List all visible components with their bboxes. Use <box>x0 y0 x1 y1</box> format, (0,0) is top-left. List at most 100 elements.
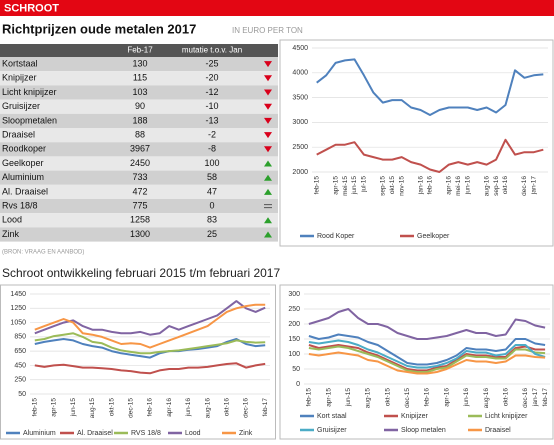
x-tick-label: feb-17 <box>262 398 269 417</box>
x-tick-label: aug-16 <box>483 176 490 197</box>
x-tick-label: sep-16 <box>493 176 500 196</box>
price: 1258 <box>130 215 150 225</box>
table-row <box>0 184 278 199</box>
y-tick-label: 3500 <box>292 94 308 101</box>
x-tick-label: feb-17 <box>542 388 549 407</box>
legend-label: Rood Koper <box>317 233 355 240</box>
legend-label: Gruisijzer <box>317 427 347 434</box>
x-tick-label: aug-15 <box>365 388 372 409</box>
x-tick-label: sep-15 <box>380 176 387 196</box>
x-tick-label: jun-16 <box>464 176 471 195</box>
x-tick-label: apr-16 <box>446 176 453 195</box>
price: 733 <box>132 172 147 182</box>
subtitle: IN EURO PER TON <box>232 26 303 35</box>
change: -25 <box>205 58 218 68</box>
trend-arrow <box>264 217 272 224</box>
x-tick-label: jun-15 <box>345 388 352 407</box>
y-tick-label: 1450 <box>10 291 26 298</box>
table-row <box>0 99 278 114</box>
x-tick-label: jan-17 <box>531 176 538 195</box>
x-tick-label: jul-15 <box>361 176 368 193</box>
x-tick-label: okt-15 <box>389 176 396 194</box>
trend-arrow <box>264 89 272 96</box>
x-tick-label: feb-15 <box>306 388 313 407</box>
metal-name: Lood <box>2 215 22 225</box>
chart-frame <box>279 39 554 247</box>
legend-label: Lood <box>185 430 201 437</box>
section-bar <box>0 0 554 16</box>
x-tick-label: jun-16 <box>185 398 192 417</box>
table-header <box>0 44 278 57</box>
trend-arrow <box>264 61 272 68</box>
chart-frame <box>0 284 276 440</box>
series-line <box>308 351 546 375</box>
table-row <box>0 85 278 100</box>
y-tick-label: 1050 <box>10 319 26 326</box>
table-row <box>0 199 278 214</box>
series-line <box>308 345 546 373</box>
metal-name: Knipijzer <box>2 73 37 83</box>
y-tick-label: 450 <box>14 362 26 369</box>
section-label: SCHROOT <box>4 2 59 14</box>
metal-name: Zink <box>2 229 20 239</box>
change: 58 <box>207 172 217 182</box>
metal-name: Licht knipijzer <box>2 87 57 97</box>
series-line <box>308 308 546 340</box>
trend-arrow <box>264 103 272 110</box>
legend-label: Licht knipijzer <box>485 413 528 420</box>
y-tick-label: 1250 <box>10 305 26 312</box>
x-tick-label: feb-15 <box>313 176 320 195</box>
legend-label: Geelkoper <box>417 233 450 240</box>
trend-arrow <box>264 231 272 238</box>
x-tick-label: mei-16 <box>455 176 462 196</box>
trend-arrow <box>264 146 272 153</box>
title: Richtprijzen oude metalen 2017 <box>2 21 196 36</box>
change: 83 <box>207 215 217 225</box>
x-tick-label: aug-15 <box>89 398 96 419</box>
x-tick-label: nov-15 <box>398 176 405 196</box>
metal-name: Geelkoper <box>2 158 44 168</box>
section-title: Schroot ontwikkeling februari 2015 t/m f… <box>2 266 280 280</box>
x-tick-label: dec-15 <box>404 388 411 408</box>
x-tick-label: okt-15 <box>384 388 391 406</box>
series-line <box>316 138 544 173</box>
change: -13 <box>205 115 218 125</box>
change: -12 <box>205 87 218 97</box>
series-line <box>34 362 266 375</box>
metal-name: Kortstaal <box>2 58 38 68</box>
series-line <box>34 332 266 355</box>
y-tick-label: 250 <box>288 306 300 313</box>
table-row <box>0 71 278 86</box>
y-tick-label: 200 <box>288 321 300 328</box>
metal-name: Draaisel <box>2 129 35 139</box>
column-header: Feb-17 <box>127 46 153 55</box>
x-tick-label: aug-16 <box>483 388 490 409</box>
price: 103 <box>132 87 147 97</box>
y-tick-label: 850 <box>14 334 26 341</box>
change: -20 <box>205 73 218 83</box>
column-header: mutatie t.o.v. Jan <box>182 46 242 55</box>
metal-name: Sloopmetalen <box>2 115 57 125</box>
price: 130 <box>132 58 147 68</box>
table-row <box>0 57 278 72</box>
x-tick-label: dec-15 <box>128 398 135 418</box>
price: 1300 <box>130 229 150 239</box>
table-row <box>0 213 278 228</box>
y-tick-label: 50 <box>18 391 26 398</box>
price: 472 <box>132 186 147 196</box>
legend-label: Al. Draaisel <box>77 430 113 437</box>
change: 0 <box>209 200 214 210</box>
trend-arrow <box>264 117 272 124</box>
x-tick-label: okt-16 <box>502 388 509 406</box>
x-tick-label: dec-16 <box>521 176 528 196</box>
metal-name: Rvs 18/8 <box>2 200 38 210</box>
metal-name: Roodkoper <box>2 144 46 154</box>
x-tick-label: okt-15 <box>108 398 115 416</box>
x-tick-label: feb-16 <box>147 398 154 417</box>
metal-name: Al. Draaisel <box>2 186 48 196</box>
x-tick-label: jan-16 <box>417 176 424 195</box>
trend-arrow <box>264 204 272 209</box>
price: 90 <box>135 101 145 111</box>
table-row <box>0 113 278 128</box>
x-tick-label: dec-16 <box>243 398 250 418</box>
